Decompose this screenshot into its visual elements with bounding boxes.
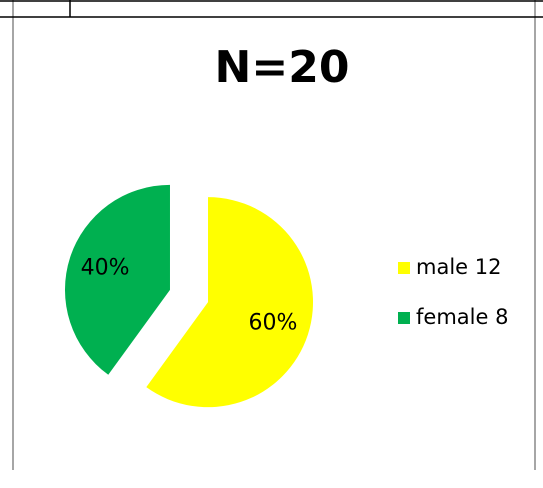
chart-title: N=20 <box>215 42 350 93</box>
legend-swatch <box>398 262 410 274</box>
pie-slice <box>146 197 314 408</box>
pie-slice <box>64 184 170 375</box>
legend-swatch <box>398 312 410 324</box>
data-label: 60% <box>248 310 297 335</box>
legend-label: male 12 <box>416 255 501 279</box>
legend-label: female 8 <box>416 305 508 329</box>
data-label: 40% <box>81 256 130 281</box>
